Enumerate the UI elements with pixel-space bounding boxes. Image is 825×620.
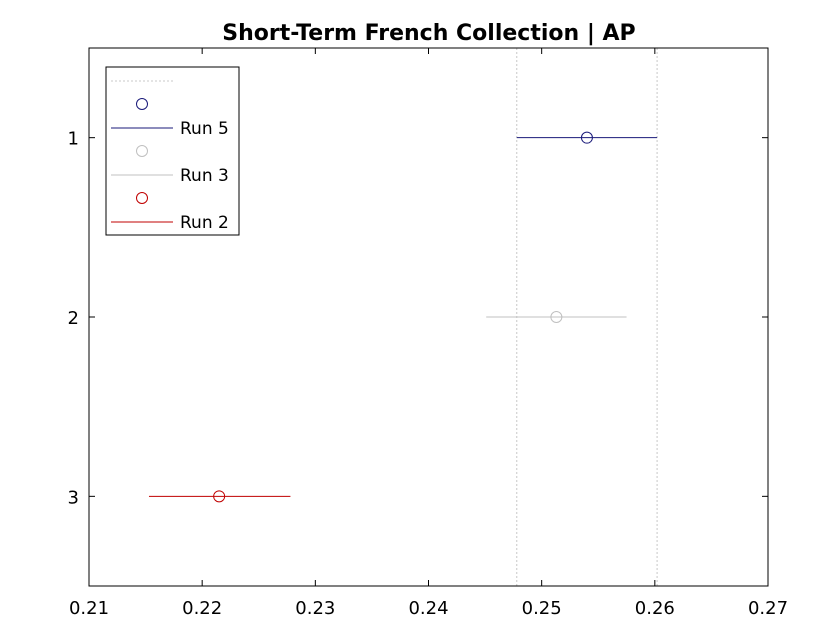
run-5-marker — [580, 131, 593, 144]
x-tick-label: 0.26 — [635, 598, 675, 619]
legend-run-3-marker — [136, 145, 148, 157]
y-axis: 1 2 3 — [68, 129, 768, 508]
y-tick-label: 3 — [68, 487, 79, 508]
legend-run-5-label: Run 5 — [180, 119, 229, 139]
legend-box — [105, 66, 240, 236]
run-3-marker — [550, 311, 563, 323]
x-axis: 0.21 0.22 0.23 0.24 0.25 0.26 0.27 — [69, 48, 788, 619]
y-tick-label: 1 — [68, 129, 79, 150]
chart-title: Short-Term French Collection | AP — [222, 21, 635, 46]
x-tick-label: 0.24 — [408, 598, 448, 619]
series-layer — [148, 131, 658, 503]
legend-run-5-marker — [136, 98, 148, 110]
run-2-marker — [213, 490, 226, 503]
legend-run-3-label: Run 3 — [180, 166, 229, 186]
x-tick-label: 0.21 — [69, 598, 109, 619]
legend-run-2-label: Run 2 — [180, 213, 229, 233]
legend: Run 5 Run 3 Run 2 — [105, 66, 240, 236]
x-tick-label: 0.27 — [748, 598, 788, 619]
x-tick-label: 0.22 — [182, 598, 222, 619]
y-tick-label: 2 — [68, 308, 79, 329]
legend-run-2-marker — [136, 192, 148, 204]
x-tick-label: 0.23 — [295, 598, 335, 619]
x-tick-label: 0.25 — [522, 598, 562, 619]
